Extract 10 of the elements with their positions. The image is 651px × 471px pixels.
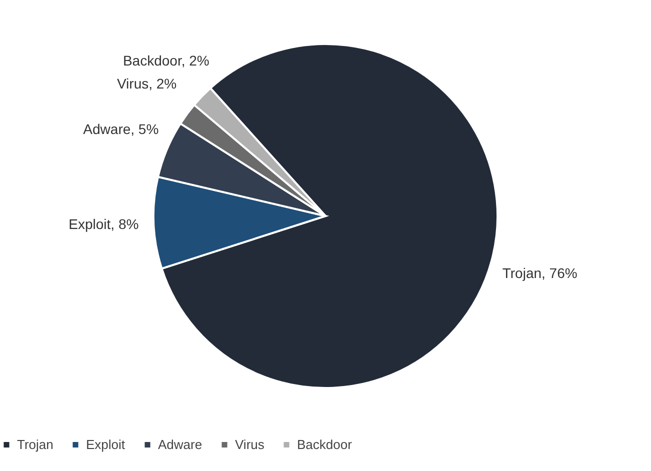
data-label: Virus, 2% [116, 75, 177, 92]
legend-label: Virus [235, 436, 265, 452]
data-label: Trojan, 76% [502, 264, 578, 281]
data-label: Backdoor, 2% [122, 52, 210, 68]
legend-label: Backdoor [297, 436, 353, 452]
data-label: Adware, 5% [83, 120, 159, 137]
legend-label: Exploit [86, 436, 126, 452]
legend-label: Trojan [17, 436, 54, 452]
legend-label: Adware [158, 436, 202, 452]
data-label: Exploit, 8% [68, 216, 139, 232]
